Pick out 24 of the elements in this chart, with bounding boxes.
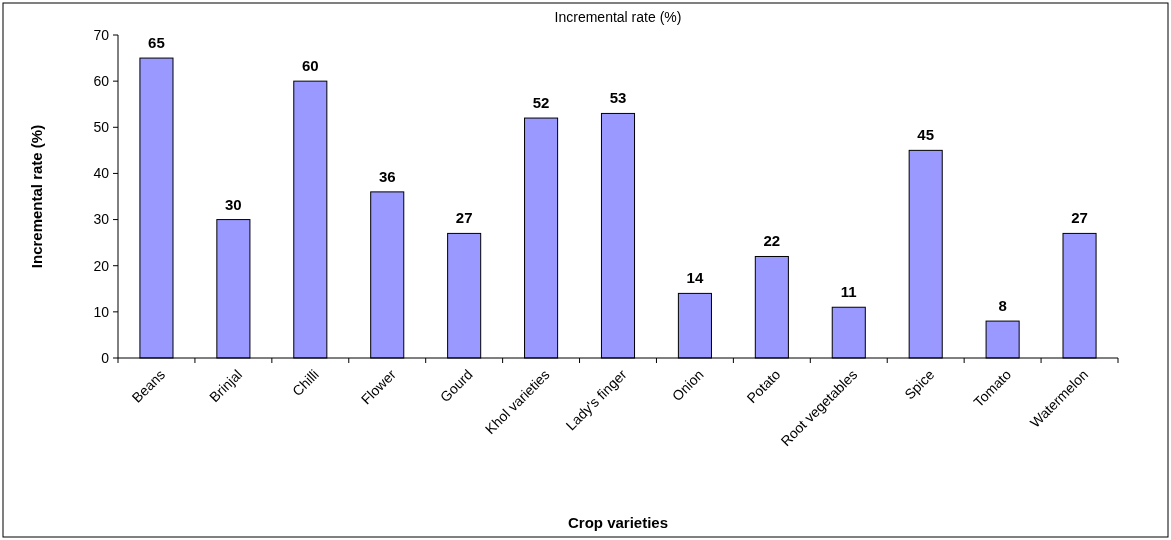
data-label: 8 xyxy=(998,297,1007,315)
y-tick-label: 60 xyxy=(93,73,110,90)
y-axis-title: Incremental rate (%) xyxy=(28,124,45,269)
y-tick-label: 20 xyxy=(93,257,110,274)
chart-title: Incremental rate (%) xyxy=(554,9,682,25)
y-tick-label: 10 xyxy=(93,303,110,320)
data-label: 14 xyxy=(686,269,704,287)
x-axis-title: Crop varieties xyxy=(567,514,669,531)
data-label: 27 xyxy=(455,209,473,227)
data-label: 27 xyxy=(1071,209,1088,227)
data-label: 52 xyxy=(532,94,550,112)
y-tick-label: 0 xyxy=(101,349,110,366)
data-label: 60 xyxy=(301,57,319,75)
data-label: 11 xyxy=(840,283,857,301)
data-label: 65 xyxy=(148,34,165,52)
data-label: 30 xyxy=(225,195,242,213)
y-tick-label: 30 xyxy=(93,211,110,228)
data-label: 45 xyxy=(917,126,935,144)
data-label: 36 xyxy=(378,167,396,185)
y-tick-label: 40 xyxy=(93,165,110,182)
data-label: 53 xyxy=(609,89,627,107)
data-label: 22 xyxy=(763,232,781,250)
y-tick-label: 50 xyxy=(93,119,110,136)
y-tick-label: 70 xyxy=(93,26,110,43)
